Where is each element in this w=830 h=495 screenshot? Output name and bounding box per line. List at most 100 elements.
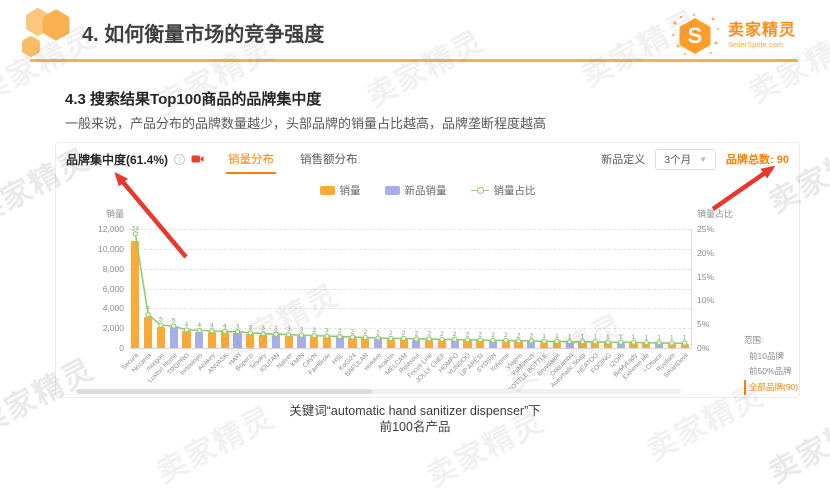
brand-total-count: 品牌总数: 90 <box>726 154 789 166</box>
range-option-top50pct[interactable]: 前50%品牌 <box>749 366 792 376</box>
caption-line2: 前100名产品 <box>379 420 451 434</box>
bar-sales <box>552 341 561 348</box>
svg-text:2: 2 <box>504 332 508 339</box>
bar-sales <box>629 342 638 348</box>
range-title: 范围: <box>744 335 764 345</box>
bar-new-product-sales <box>527 341 536 348</box>
sellersprite-logo: S 卖家精灵 SellerSprite.com <box>669 13 796 59</box>
y-tick-left: 8,000 <box>102 263 124 274</box>
svg-text:1: 1 <box>593 333 597 340</box>
bar-sales <box>246 333 255 348</box>
svg-text:2: 2 <box>427 330 431 337</box>
svg-text:2: 2 <box>440 331 444 338</box>
svg-text:1: 1 <box>644 334 648 341</box>
bar-new-product-sales <box>488 340 498 348</box>
chart-legend: 销量 新品销量 销量占比 <box>56 183 799 198</box>
svg-text:3: 3 <box>325 328 329 335</box>
svg-text:4: 4 <box>185 321 189 328</box>
bar-sales <box>437 339 447 348</box>
bar-sales <box>156 326 166 348</box>
y-axis-right: 25% 20% 15% 10% 5% 0% <box>697 224 742 353</box>
bar-sales <box>144 316 153 348</box>
watermark: 卖家精灵 <box>361 24 490 114</box>
y-axis-left: 12,000 10,000 8,000 6,000 4,000 2,000 0 <box>76 224 124 353</box>
bar-new-product-sales <box>565 342 574 348</box>
bar-sales <box>514 341 523 348</box>
svg-text:1: 1 <box>632 334 636 341</box>
y-tick-right: 20% <box>697 247 715 258</box>
sales-swatch <box>319 186 335 195</box>
gridline <box>129 328 691 330</box>
svg-text:1: 1 <box>555 333 559 340</box>
new-product-definition-label: 新品定义 <box>601 154 646 166</box>
bar-sales <box>220 332 229 348</box>
bar-new-product-sales <box>654 343 664 348</box>
dropdown-value: 3个月 <box>664 153 692 166</box>
svg-text:3: 3 <box>261 325 265 332</box>
svg-text:2: 2 <box>453 331 457 338</box>
svg-text:24: 24 <box>132 225 140 232</box>
section-heading: 4.3 搜索结果Top100商品的品牌集中度 <box>65 88 321 109</box>
chart-caption: 关键词“automatic hand sanitizer dispenser”下… <box>0 403 830 435</box>
y-tick-left: 4,000 <box>102 303 124 314</box>
svg-text:2: 2 <box>415 330 419 337</box>
y-tick-right: 15% <box>697 271 715 282</box>
sales-ratio-swatch <box>470 187 489 195</box>
svg-text:5: 5 <box>172 318 176 325</box>
legend-item-sales[interactable]: 销量 <box>319 183 361 198</box>
new-product-period-dropdown[interactable]: 3个月 ▼ <box>655 148 717 170</box>
y-tick-left: 10,000 <box>98 243 124 254</box>
y-tick-left: 0 <box>119 343 124 353</box>
tab-sales-distribution[interactable]: 销量分布 <box>226 144 277 174</box>
x-axis: Secura Nozama mixigoo Luxton Home TROPRO Inno… <box>121 350 691 394</box>
range-option-all[interactable]: 全部品牌(90) <box>744 379 798 395</box>
legend-label: 销量 <box>339 185 361 197</box>
brand-concentration-panel: 品牌集中度(61.4%) ? 销量分布 销售额分布 新品定义 3个月 ▼ 品牌总… <box>55 142 800 398</box>
svg-text:2: 2 <box>491 332 495 339</box>
svg-text:1: 1 <box>683 335 687 342</box>
gridline <box>129 248 691 250</box>
page-title: 4. 如何衡量市场的竞争强度 <box>82 24 325 46</box>
panel-title: 品牌集中度(61.4%) <box>66 152 169 167</box>
svg-text:1: 1 <box>542 333 546 340</box>
svg-text:3: 3 <box>300 327 304 334</box>
bar-sales <box>182 331 191 348</box>
bar-new-product-sales <box>412 339 421 348</box>
svg-text:2: 2 <box>402 330 406 337</box>
video-tutorial-icon[interactable] <box>191 154 204 164</box>
caption-line1: 关键词“automatic hand sanitizer dispenser”下 <box>289 404 541 418</box>
svg-text:2: 2 <box>376 330 380 337</box>
range-option-top10[interactable]: 前10品牌 <box>749 350 784 361</box>
y-tick-right: 25% <box>697 224 715 234</box>
bar-new-product-sales <box>169 327 178 348</box>
scrollbar-thumb[interactable] <box>76 389 373 394</box>
svg-text:4: 4 <box>197 322 201 329</box>
bar-new-product-sales <box>450 339 459 348</box>
svg-text:4: 4 <box>210 322 214 329</box>
svg-text:2: 2 <box>466 331 470 338</box>
bar-sales <box>361 338 370 348</box>
help-icon[interactable]: ? <box>174 153 186 165</box>
tab-revenue-distribution[interactable]: 销售额分布 <box>300 154 358 166</box>
svg-text:2: 2 <box>517 332 521 339</box>
chart-scrollbar[interactable] <box>76 389 681 394</box>
svg-text:1: 1 <box>581 333 585 340</box>
y-tick-left: 2,000 <box>102 323 124 334</box>
svg-text:1: 1 <box>657 334 661 341</box>
svg-text:1: 1 <box>606 334 610 341</box>
left-axis-title: 销量 <box>105 209 124 219</box>
logo-text-en: SellerSprite.com <box>727 40 784 50</box>
legend-item-new-sales[interactable]: 新品销量 <box>384 183 447 198</box>
bar-new-product-sales <box>373 338 383 348</box>
svg-text:2: 2 <box>338 328 342 335</box>
bar-new-product-sales <box>335 337 344 348</box>
bar-sales <box>259 334 268 348</box>
distribution-tabs: 销量分布 销售额分布 <box>226 144 360 174</box>
hexagon-logo-mark <box>22 8 70 57</box>
svg-text:2: 2 <box>530 332 534 339</box>
legend-item-sales-ratio[interactable]: 销量占比 <box>470 183 536 198</box>
bar-new-product-sales <box>195 331 204 348</box>
gridline <box>129 288 691 290</box>
range-panel: 范围: 前10品牌 前50%品牌 全部品牌(90) <box>744 333 798 395</box>
bar-sales <box>207 331 217 348</box>
